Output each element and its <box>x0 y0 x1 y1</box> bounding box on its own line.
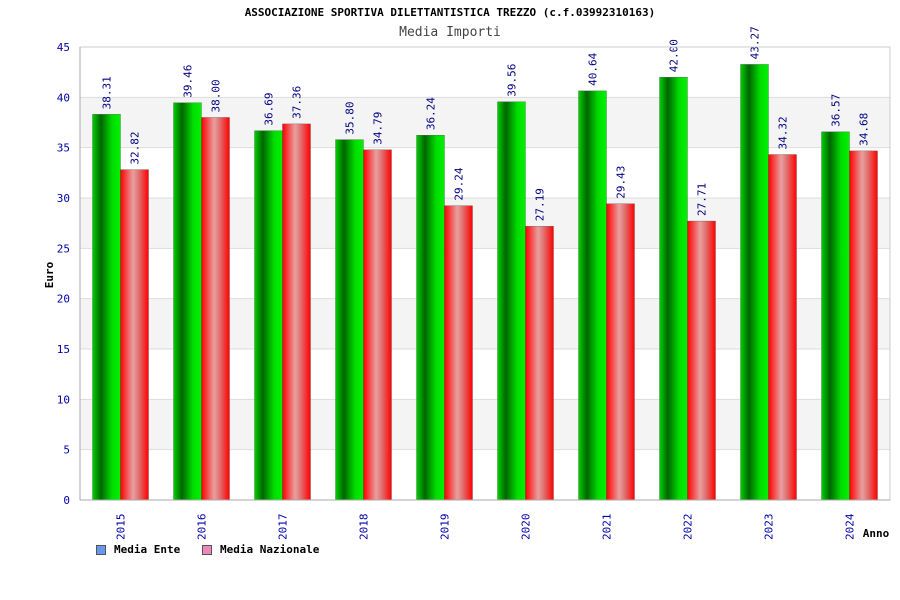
data-label: 29.24 <box>453 167 466 200</box>
data-label: 34.32 <box>777 116 790 149</box>
bar-media-ente <box>821 131 850 501</box>
bar-media-nazionale <box>120 169 149 501</box>
data-label: 37.36 <box>291 86 304 119</box>
bar-media-ente <box>578 90 607 501</box>
bar-media-nazionale <box>768 154 797 501</box>
legend-label-ente: Media Ente <box>114 543 181 556</box>
data-label: 27.19 <box>534 188 547 221</box>
bar-media-nazionale <box>849 150 878 501</box>
data-label: 36.57 <box>830 94 843 127</box>
y-tick-label: 40 <box>57 91 70 104</box>
data-label: 39.56 <box>506 64 519 97</box>
y-tick-label: 20 <box>57 293 70 306</box>
data-label: 29.43 <box>615 166 628 199</box>
y-tick-label: 5 <box>63 444 70 457</box>
y-tick-label: 30 <box>57 192 70 205</box>
legend-swatch-nazionale <box>202 544 212 555</box>
bar-media-nazionale <box>363 149 392 501</box>
data-label: 35.80 <box>344 101 357 134</box>
x-tick-label: 2020 <box>520 514 533 541</box>
data-label: 32.82 <box>129 131 142 164</box>
chart-title: ASSOCIAZIONE SPORTIVA DILETTANTISTICA TR… <box>244 6 656 19</box>
data-label: 38.00 <box>210 79 223 112</box>
bar-media-ente <box>335 139 364 501</box>
bar-media-ente <box>740 64 769 501</box>
y-tick-label: 15 <box>57 343 70 356</box>
data-label: 27.71 <box>696 183 709 216</box>
bar-media-ente <box>416 135 445 501</box>
y-tick-label: 35 <box>57 142 70 155</box>
data-label: 38.31 <box>101 76 114 109</box>
bar-media-nazionale <box>282 123 311 501</box>
data-label: 36.69 <box>263 93 276 126</box>
data-label: 34.68 <box>858 113 871 146</box>
bar-media-ente <box>92 114 121 501</box>
bar-media-nazionale <box>687 220 716 501</box>
data-label: 40.64 <box>587 52 600 85</box>
bar-media-ente <box>659 77 688 501</box>
legend-item-nazionale: Media Nazionale <box>202 543 319 556</box>
x-tick-label: 2015 <box>115 514 128 541</box>
chart-subtitle: Media Importi <box>399 25 501 40</box>
bar-media-nazionale <box>606 203 635 501</box>
legend-label-nazionale: Media Nazionale <box>220 543 320 556</box>
bar-media-ente <box>254 130 283 501</box>
y-tick-label: 10 <box>57 393 70 406</box>
data-label: 34.79 <box>372 112 385 145</box>
legend-item-ente: Media Ente <box>96 543 180 556</box>
x-tick-label: 2024 <box>844 513 857 540</box>
bar-media-ente <box>173 102 202 501</box>
x-tick-label: 2021 <box>601 514 614 541</box>
data-label: 43.27 <box>749 26 762 59</box>
bar-media-nazionale <box>525 226 554 501</box>
x-tick-label: 2016 <box>196 514 209 541</box>
x-tick-label: 2018 <box>358 514 371 541</box>
y-tick-label: 0 <box>63 494 70 507</box>
x-tick-label: 2017 <box>277 514 290 541</box>
y-axis-label: Euro <box>43 261 56 288</box>
x-tick-label: 2019 <box>439 514 452 541</box>
y-tick-label: 25 <box>57 242 70 255</box>
x-tick-label: 2022 <box>682 514 695 541</box>
x-tick-label: 2023 <box>763 514 776 541</box>
legend-swatch-ente <box>96 544 106 555</box>
x-axis-label: Anno <box>863 527 890 540</box>
data-label: 39.46 <box>182 65 195 98</box>
data-label: 36.24 <box>425 97 438 130</box>
y-tick-label: 45 <box>57 41 70 54</box>
data-label: 42.00 <box>668 39 681 72</box>
bar-media-nazionale <box>201 117 230 501</box>
bar-media-ente <box>497 101 526 501</box>
bar-media-nazionale <box>444 205 473 501</box>
